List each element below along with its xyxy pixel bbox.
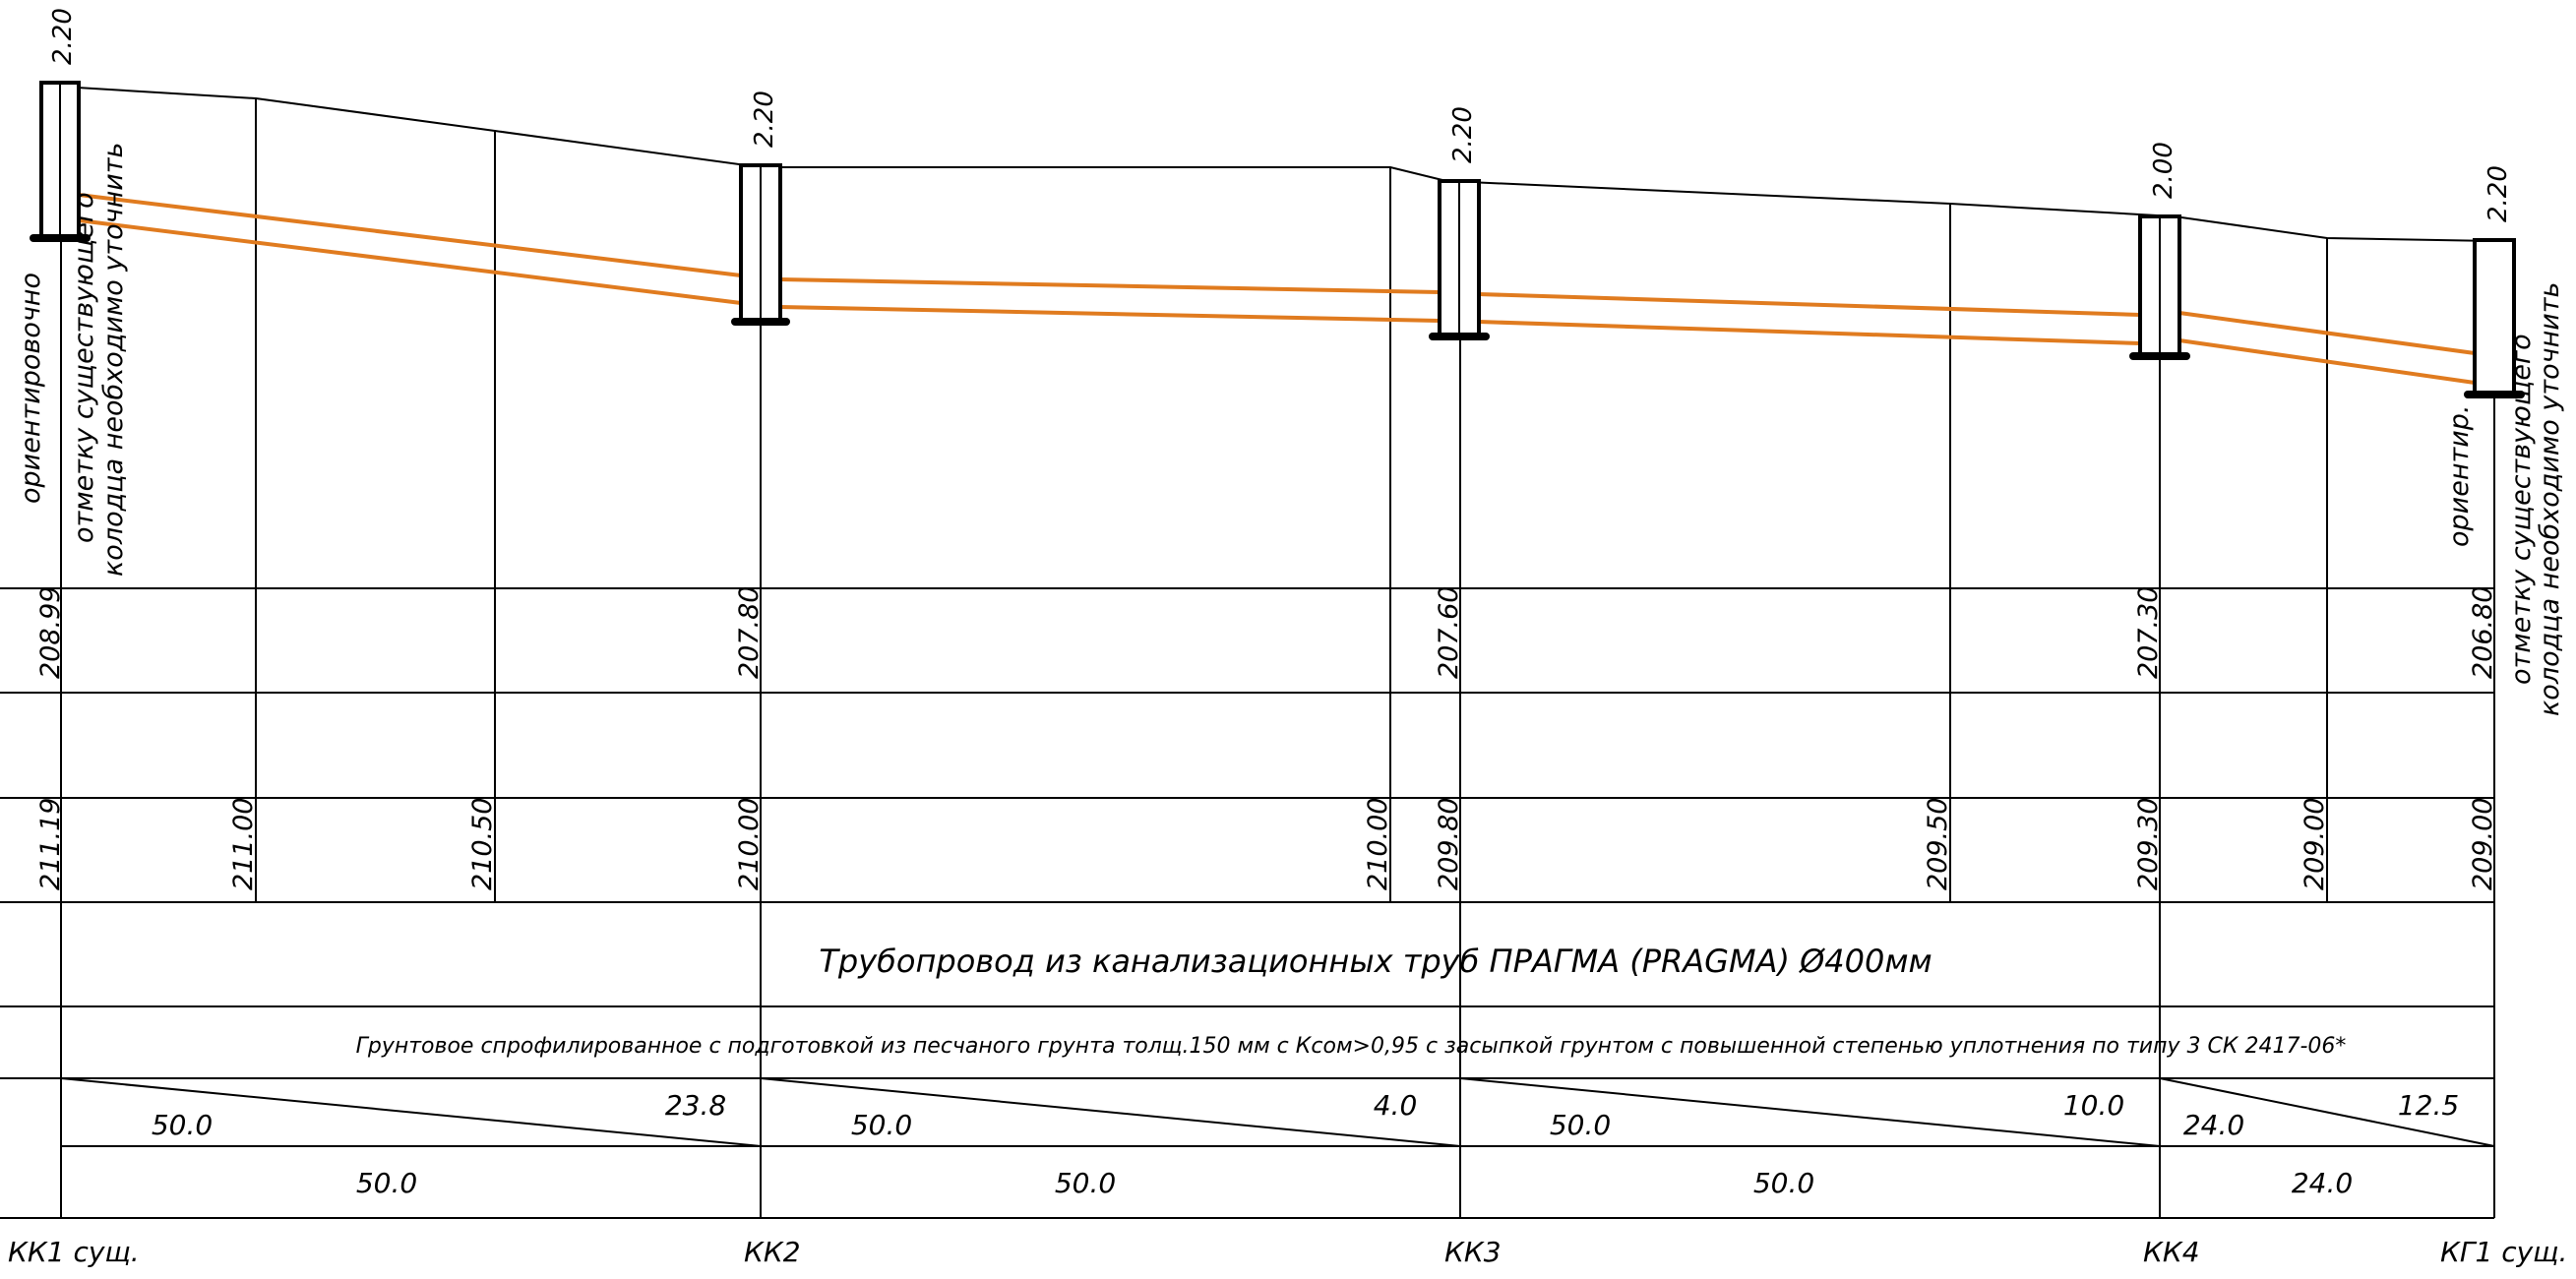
well-name: КК1 сущ.	[8, 1236, 140, 1268]
note-left-clarify-2: колодца необходимо уточнить	[98, 143, 129, 577]
well-kk3	[1429, 179, 1490, 340]
ground-value: 210.00	[1363, 798, 1393, 890]
profile-vertical-lines	[60, 87, 2495, 1218]
invert-value: 206.80	[2468, 586, 2498, 679]
well-name: КК4	[2143, 1236, 2200, 1268]
well-kk2	[731, 163, 790, 326]
note-left-oriented: ориентировочно	[16, 273, 46, 504]
distance-value: 50.0	[1055, 1167, 1116, 1199]
slope-length: 24.0	[2183, 1109, 2244, 1141]
distance-row: 50.0 50.0 50.0 24.0	[356, 1167, 2353, 1199]
slope-value: 23.8	[665, 1089, 726, 1122]
well-depth-labels: 2.20 2.20 2.20 2.00 2.20	[48, 8, 2513, 222]
slope-value: 4.0	[1374, 1089, 1418, 1122]
well-depth-label: 2.20	[48, 8, 78, 65]
note-left-clarify-1: отметку существующего	[69, 192, 99, 543]
notes: ориентировочно отметку существующего кол…	[16, 143, 2565, 716]
distance-value: 50.0	[356, 1167, 417, 1199]
invert-value: 208.99	[35, 586, 66, 679]
ground-value: 210.50	[467, 798, 498, 890]
foundation-label: Грунтовое спрофилированное с подготовкой…	[356, 1034, 2347, 1059]
well-depth-label: 2.00	[2149, 142, 2178, 199]
well-depth-label: 2.20	[2484, 165, 2513, 222]
well-names: КК1 сущ. КК2 КК3 КК4 КГ1 сущ.	[8, 1236, 2567, 1268]
well-name: КК3	[1444, 1236, 1502, 1268]
well-kg1	[2464, 238, 2525, 398]
well-kk4	[2129, 214, 2190, 360]
distance-value: 50.0	[1753, 1167, 1814, 1199]
well-depth-label: 2.20	[750, 91, 779, 148]
ground-value: 209.30	[2133, 798, 2164, 890]
ground-value: 211.00	[228, 798, 259, 890]
ground-value: 209.50	[1923, 798, 1953, 890]
note-right-clarify-1: отметку существующего	[2506, 334, 2537, 685]
ground-value: 211.19	[35, 798, 66, 890]
distance-value: 24.0	[2292, 1167, 2353, 1199]
invert-value: 207.60	[1434, 586, 1464, 679]
well-kk1	[30, 81, 91, 242]
pipeline	[78, 193, 2476, 385]
ground-profile-line	[60, 86, 2495, 242]
ground-value: 210.00	[734, 798, 765, 890]
slope-value: 12.5	[2398, 1089, 2459, 1122]
ground-row: 211.19 211.00 210.50 210.00 210.00 209.8…	[35, 798, 2498, 890]
note-right-oriented: ориентир.	[2444, 405, 2475, 547]
well-depth-label: 2.20	[1448, 106, 1478, 163]
note-right-clarify-2: колодца необходимо уточнить	[2535, 282, 2565, 716]
slope-value: 10.0	[2063, 1089, 2124, 1122]
slope-row: 50.0 23.8 50.0 4.0 50.0 10.0 24.0 12.5	[152, 1089, 2459, 1141]
table-grid	[0, 587, 2495, 1219]
slope-length: 50.0	[152, 1109, 213, 1141]
slope-length: 50.0	[851, 1109, 912, 1141]
slope-length: 50.0	[1550, 1109, 1611, 1141]
well-name: КК2	[744, 1236, 801, 1268]
well-name: КГ1 сущ.	[2440, 1236, 2567, 1268]
invert-value: 207.30	[2133, 586, 2164, 679]
invert-row: 208.99 207.80 207.60 207.30 206.80	[35, 586, 2498, 679]
invert-value: 207.80	[734, 586, 765, 679]
pipe-material-label: Трубопровод из канализационных труб ПРАГ…	[819, 943, 1932, 980]
ground-value: 209.00	[2300, 798, 2330, 890]
ground-value: 209.00	[2468, 798, 2498, 890]
ground-value: 209.80	[1434, 798, 1464, 890]
